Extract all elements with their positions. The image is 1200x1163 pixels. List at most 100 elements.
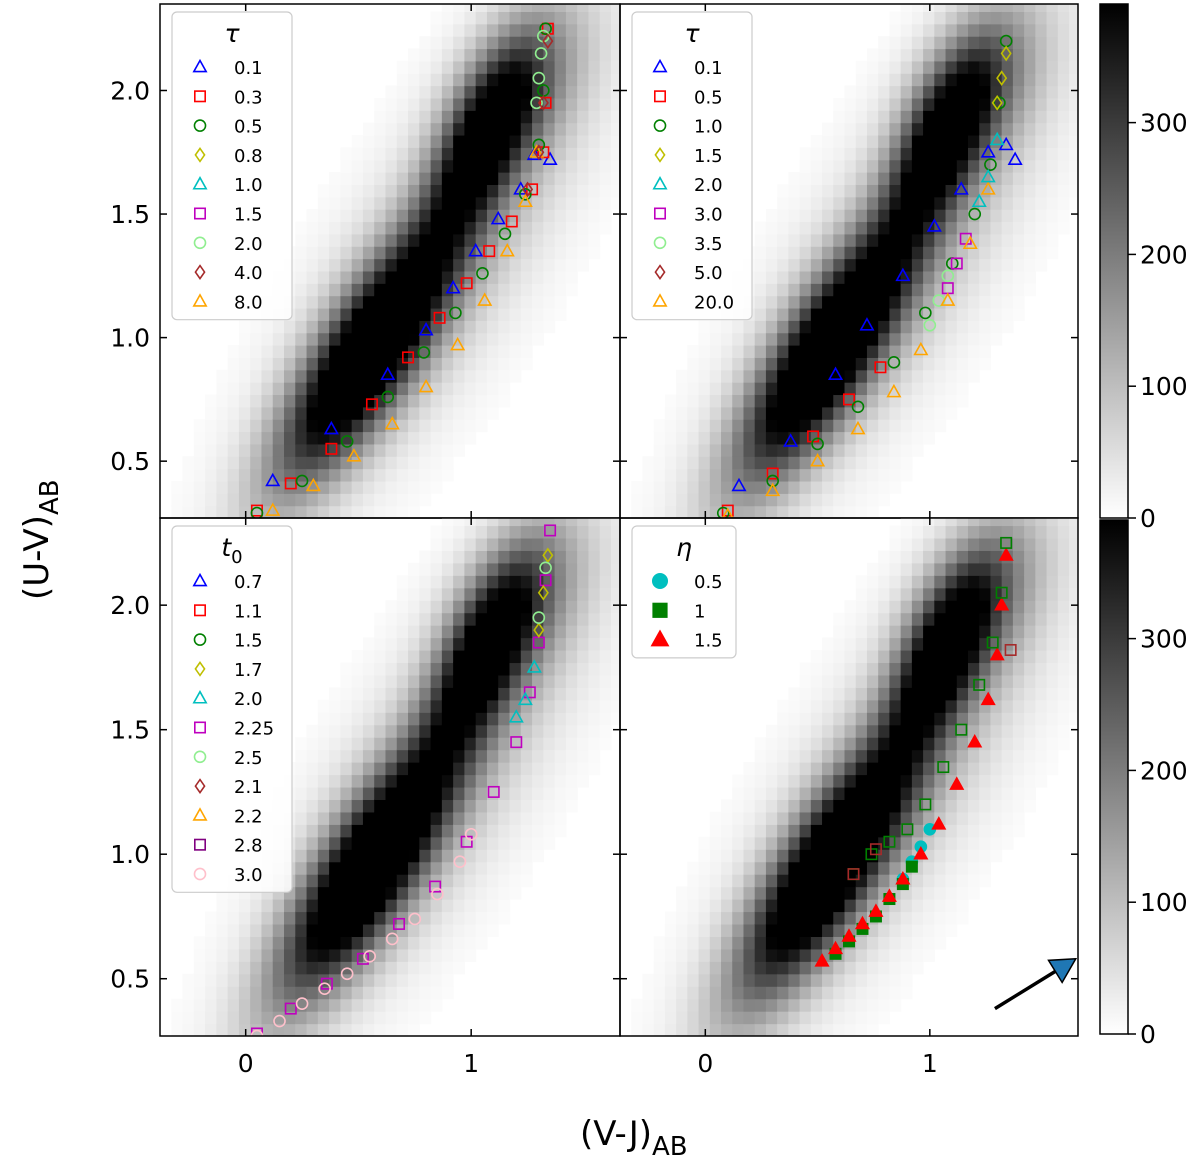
density-bin bbox=[1046, 724, 1059, 738]
density-bin bbox=[419, 836, 432, 850]
density-bin bbox=[934, 849, 947, 863]
density-bin bbox=[777, 468, 789, 482]
density-bin bbox=[498, 48, 511, 62]
density-bin bbox=[990, 836, 1003, 850]
density-bin bbox=[676, 1023, 688, 1036]
density-bin bbox=[238, 443, 251, 457]
density-bin bbox=[317, 961, 330, 975]
density-bin bbox=[351, 369, 364, 383]
density-bin bbox=[441, 699, 454, 713]
density-bin bbox=[934, 345, 947, 358]
density-bin bbox=[1035, 85, 1048, 99]
density-bin bbox=[295, 431, 308, 445]
density-bin bbox=[385, 246, 398, 260]
density-bin bbox=[698, 345, 711, 358]
density-bin bbox=[799, 749, 812, 763]
density-bin bbox=[1057, 184, 1070, 198]
density-bin bbox=[441, 382, 454, 396]
density-bin bbox=[956, 122, 969, 136]
density-bin bbox=[911, 600, 924, 614]
density-bin bbox=[844, 283, 857, 297]
density-bin bbox=[509, 110, 522, 124]
density-bin bbox=[889, 147, 902, 161]
x-axis-title-sub: AB bbox=[652, 1132, 688, 1162]
density-bin bbox=[532, 97, 544, 111]
density-bin bbox=[362, 811, 375, 825]
density-bin bbox=[453, 431, 466, 445]
density-bin bbox=[866, 369, 879, 383]
density-bin bbox=[498, 525, 511, 539]
density-bin bbox=[1035, 662, 1048, 676]
density-bin bbox=[340, 923, 353, 937]
density-bin bbox=[441, 986, 454, 1000]
density-bin bbox=[385, 493, 398, 507]
density-bin bbox=[866, 687, 879, 701]
density-bin bbox=[754, 762, 767, 776]
density-bin bbox=[653, 456, 666, 470]
density-bin bbox=[1057, 699, 1070, 713]
density-bin bbox=[956, 382, 969, 396]
density-bin bbox=[453, 874, 466, 888]
density-bin bbox=[577, 550, 590, 564]
density-bin bbox=[889, 184, 902, 198]
density-bin bbox=[866, 394, 879, 408]
density-bin bbox=[419, 687, 432, 701]
density-bin bbox=[577, 73, 590, 87]
density-bin bbox=[565, 4, 578, 13]
density-bin bbox=[498, 587, 511, 601]
density-bin bbox=[911, 550, 924, 564]
density-bin bbox=[979, 73, 992, 87]
density-bin bbox=[351, 419, 364, 433]
density-bin bbox=[362, 724, 375, 738]
density-bin bbox=[1024, 699, 1036, 713]
density-bin bbox=[878, 357, 891, 371]
density-bin bbox=[396, 419, 409, 433]
density-bin bbox=[227, 431, 240, 445]
data-point bbox=[973, 678, 986, 691]
density-bin bbox=[216, 973, 229, 987]
density-bin bbox=[430, 369, 443, 383]
density-bin bbox=[362, 382, 375, 396]
density-bin bbox=[979, 4, 992, 13]
density-bin bbox=[967, 295, 980, 309]
density-bin bbox=[945, 886, 958, 900]
density-bin bbox=[945, 406, 958, 420]
density-bin bbox=[464, 221, 477, 235]
density-bin bbox=[810, 712, 823, 726]
density-bin bbox=[934, 246, 947, 260]
density-bin bbox=[351, 270, 364, 284]
y-tick-label: 2.0 bbox=[110, 591, 150, 620]
density-bin bbox=[1012, 662, 1025, 676]
density-bin bbox=[216, 468, 229, 482]
density-bin bbox=[565, 762, 578, 776]
density-bin bbox=[351, 345, 364, 358]
density-bin bbox=[475, 587, 488, 601]
density-bin bbox=[362, 159, 375, 173]
density-bin bbox=[765, 295, 778, 309]
density-bin bbox=[543, 110, 556, 124]
density-bin bbox=[284, 394, 296, 408]
density-bin bbox=[216, 456, 229, 470]
density-bin bbox=[250, 911, 263, 925]
density-bin bbox=[765, 419, 778, 433]
density-bin bbox=[441, 849, 454, 863]
density-bin bbox=[408, 762, 420, 776]
density-bin bbox=[284, 986, 296, 1000]
density-bin bbox=[833, 836, 846, 850]
density-bin bbox=[1057, 97, 1070, 111]
density-bin bbox=[351, 973, 364, 987]
density-bin bbox=[799, 886, 812, 900]
density-bin bbox=[979, 737, 992, 751]
density-bin bbox=[419, 456, 432, 470]
density-bin bbox=[565, 662, 578, 676]
density-bin bbox=[475, 394, 488, 408]
density-bin bbox=[599, 209, 612, 223]
density-bin bbox=[687, 443, 700, 457]
density-bin bbox=[610, 11, 620, 25]
density-bin bbox=[934, 97, 947, 111]
density-bin bbox=[721, 1011, 733, 1025]
density-bin bbox=[990, 518, 1003, 527]
density-bin bbox=[419, 406, 432, 420]
density-bin bbox=[171, 1023, 184, 1036]
density-bin bbox=[340, 973, 353, 987]
